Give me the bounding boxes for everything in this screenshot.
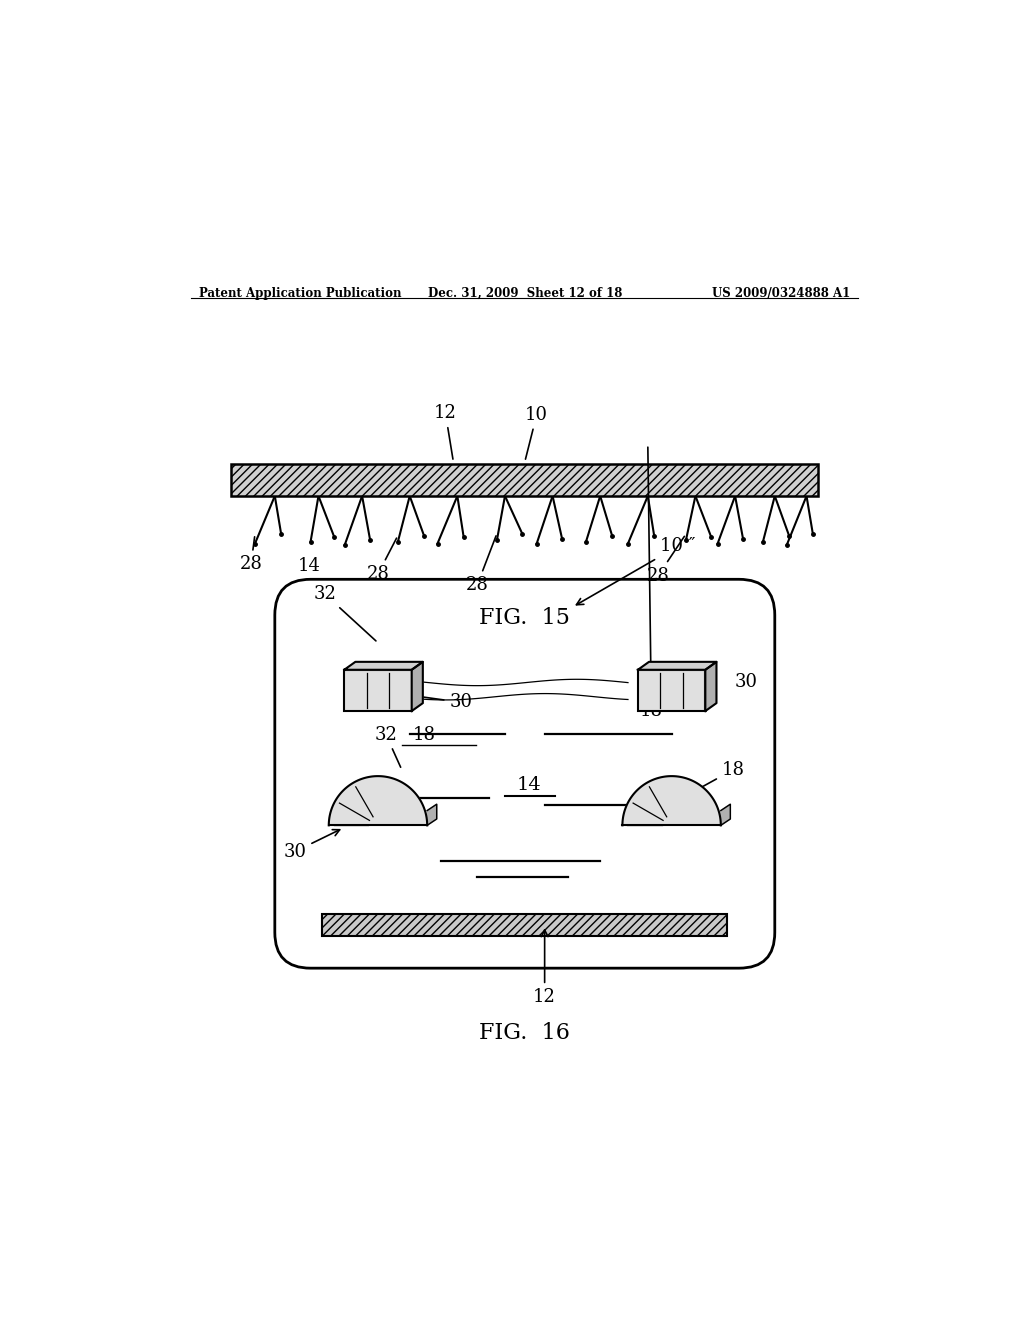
Polygon shape bbox=[706, 661, 717, 711]
Text: 14: 14 bbox=[516, 776, 541, 793]
Text: 10 ″: 10 ″ bbox=[577, 537, 695, 605]
Text: 18: 18 bbox=[413, 726, 436, 743]
Bar bbox=[638, 669, 706, 711]
Text: 14: 14 bbox=[298, 557, 321, 576]
Polygon shape bbox=[412, 661, 423, 711]
Text: FIG.  16: FIG. 16 bbox=[479, 1022, 570, 1044]
Polygon shape bbox=[427, 804, 436, 825]
Bar bbox=[344, 669, 412, 711]
Polygon shape bbox=[638, 661, 717, 669]
Polygon shape bbox=[721, 804, 730, 825]
Bar bbox=[323, 915, 727, 936]
Text: 28: 28 bbox=[647, 536, 684, 585]
Text: Patent Application Publication: Patent Application Publication bbox=[200, 288, 402, 300]
Text: 12: 12 bbox=[534, 931, 556, 1006]
Text: 10: 10 bbox=[525, 405, 548, 459]
Text: Dec. 31, 2009  Sheet 12 of 18: Dec. 31, 2009 Sheet 12 of 18 bbox=[428, 288, 622, 300]
Text: 28: 28 bbox=[240, 537, 262, 573]
Text: 28: 28 bbox=[466, 536, 496, 594]
Text: 18: 18 bbox=[678, 760, 744, 800]
Bar bbox=[231, 465, 818, 496]
Text: 30: 30 bbox=[418, 693, 472, 711]
Text: 30: 30 bbox=[735, 673, 758, 692]
Text: 32: 32 bbox=[375, 726, 400, 767]
Text: 18: 18 bbox=[640, 447, 663, 719]
Text: FIG.  15: FIG. 15 bbox=[479, 607, 570, 630]
Polygon shape bbox=[623, 776, 721, 825]
Polygon shape bbox=[329, 776, 427, 825]
Text: 28: 28 bbox=[367, 539, 396, 583]
Text: 32: 32 bbox=[313, 585, 376, 642]
Polygon shape bbox=[344, 661, 423, 669]
Text: 30: 30 bbox=[284, 830, 340, 861]
Text: 12: 12 bbox=[434, 404, 457, 459]
Text: US 2009/0324888 A1: US 2009/0324888 A1 bbox=[712, 288, 850, 300]
FancyBboxPatch shape bbox=[274, 579, 775, 968]
